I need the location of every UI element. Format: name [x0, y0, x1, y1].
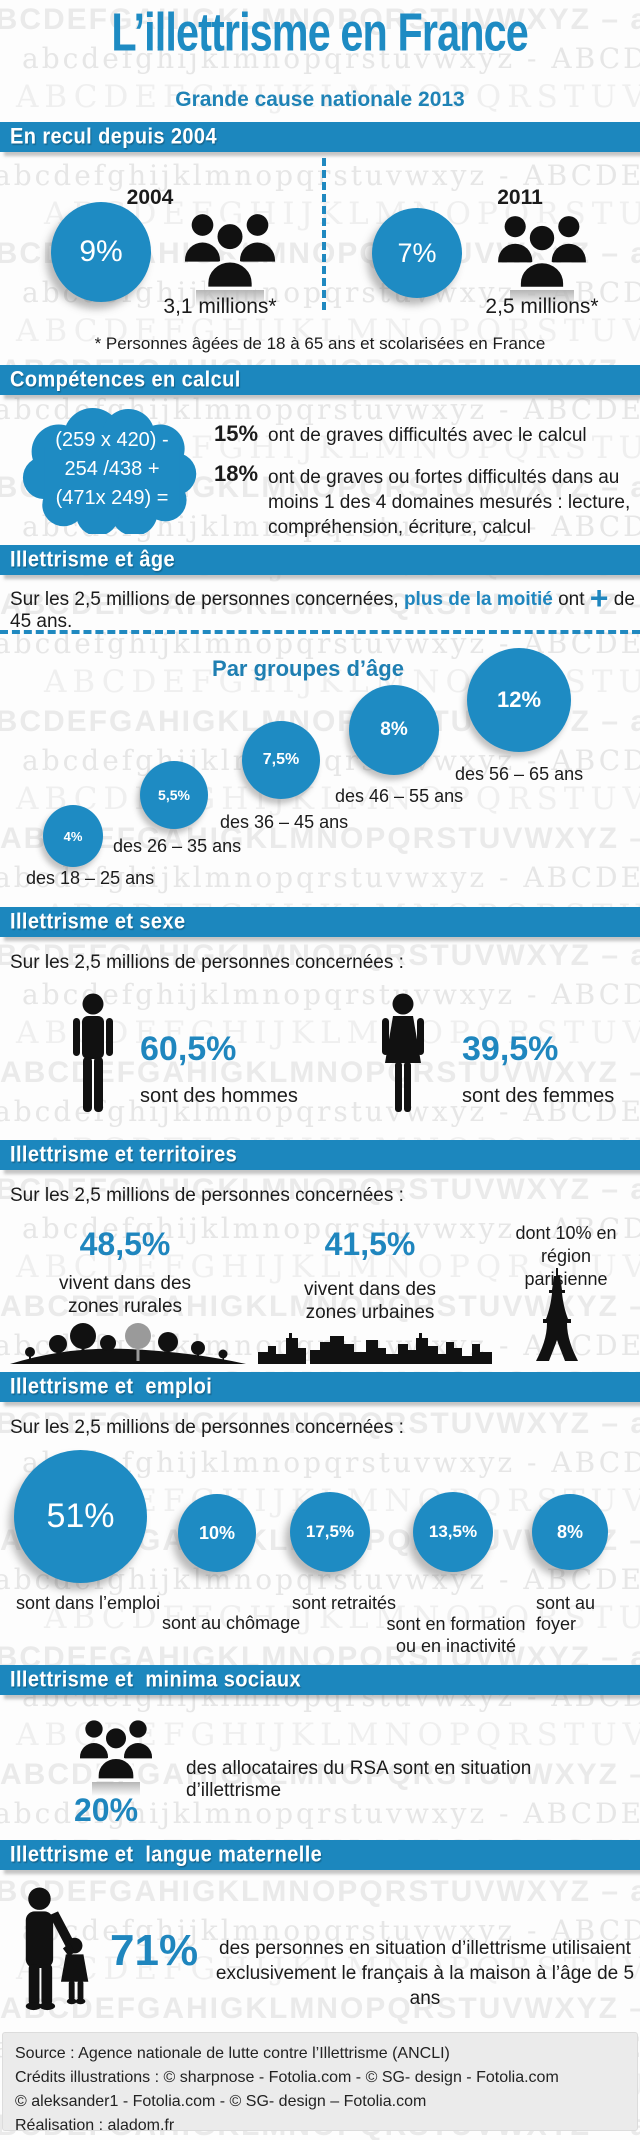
calc-pct-2: 18% — [214, 461, 259, 486]
employment-label-emploi: sont dans l’emploi — [16, 1593, 161, 1613]
icon-reflection — [196, 290, 264, 306]
male-label: sont des hommes — [140, 1085, 298, 1107]
count-2004: 3,1 millions* — [163, 295, 277, 318]
section-header-age: Illettrisme et âge — [0, 545, 640, 575]
age-bubble-36-45: 7,5% — [242, 721, 320, 799]
employment-label-foyer: sont au foyer — [536, 1593, 596, 1634]
welfare-pct: 20% — [74, 1792, 139, 1828]
people-group-icon — [176, 210, 284, 290]
eiffel-tower-icon — [535, 1268, 579, 1364]
calc-cloud-text: (259 x 420) - 254 /438 + (471x 249) = — [55, 429, 169, 509]
age-bubble-46-55: 8% — [349, 685, 439, 775]
footer: Source : Agence nationale de lutte contr… — [2, 2032, 638, 2134]
paris-note: dont 10% en région parisienne — [515, 1223, 617, 1289]
calc-cloud: (259 x 420) - 254 /438 + (471x 249) = — [20, 408, 204, 534]
footer-source: Source : Agence nationale de lutte contr… — [15, 2045, 450, 2062]
page-title: L’illettrisme en France — [111, 1, 529, 62]
page-subtitle: Grande cause nationale 2013 — [175, 88, 465, 111]
footer-realisation: Réalisation : aladom.fr — [15, 2117, 175, 2134]
icon-reflection — [510, 290, 574, 306]
age-label-56-65: des 56 – 65 ans — [455, 764, 584, 784]
age-intro: Sur les 2,5 millions de personnes concer… — [10, 582, 638, 633]
pct-2004-circle: 9% — [51, 202, 151, 302]
gender-intro: Sur les 2,5 millions de personnes concer… — [10, 952, 404, 973]
section-header-language: Illettrisme et langue maternelle — [0, 1840, 640, 1870]
section-header-employment: Illettrisme et emploi — [0, 1372, 640, 1402]
age-bubble-56-65: 12% — [467, 648, 571, 752]
rural-label: vivent dans des zones rurales — [58, 1273, 192, 1317]
male-pct: 60,5% — [140, 1030, 237, 1068]
rural-trees-icon — [8, 1322, 248, 1364]
age-label-46-55: des 46 – 55 ans — [335, 786, 464, 806]
urban-label: vivent dans des zones urbaines — [303, 1279, 437, 1323]
age-intro-suffix: de 45 ans. — [10, 589, 635, 632]
age-label-18-25: des 18 – 25 ans — [26, 868, 155, 888]
footer-credits-2: © aleksander1 - Fotolia.com - © SG- desi… — [15, 2093, 427, 2110]
age-intro-prefix: Sur les 2,5 millions de personnes concer… — [10, 589, 404, 610]
section-header-gender: Illettrisme et sexe — [0, 907, 640, 937]
year-2004-label: 2004 — [126, 186, 174, 209]
plus-icon: + — [589, 580, 609, 616]
calc-text-2: ont de graves ou fortes difficultés dans… — [268, 467, 631, 538]
vertical-dashed-divider — [322, 158, 326, 310]
age-label-26-35: des 26 – 35 ans — [113, 836, 242, 856]
welfare-text: des allocataires du RSA sont en situatio… — [186, 1758, 532, 1801]
employment-circle-foyer: 8% — [532, 1494, 608, 1570]
age-intro-mid: ont — [552, 589, 590, 610]
language-pct: 71% — [110, 1926, 199, 1975]
female-label: sont des femmes — [462, 1085, 615, 1107]
employment-circle-emploi: 51% — [14, 1450, 147, 1583]
calc-text-1: ont de graves difficultés avec le calcul — [268, 425, 587, 446]
employment-circle-formation: 13,5% — [413, 1492, 493, 1572]
section-header-decline: En recul depuis 2004 — [0, 122, 640, 152]
horizontal-dashed-divider — [0, 630, 640, 634]
man-icon — [70, 993, 116, 1117]
age-label-36-45: des 36 – 45 ans — [220, 812, 349, 832]
year-2011-label: 2011 — [497, 186, 543, 209]
decline-footnote: * Personnes âgées de 18 à 65 ans et scol… — [94, 334, 546, 353]
people-group-icon — [76, 1716, 156, 1782]
people-group-icon — [490, 212, 594, 290]
age-bubble-26-35: 5,5% — [140, 761, 208, 829]
language-text: des personnes en situation d’illettrisme… — [215, 1938, 635, 2009]
employment-label-chomage: sont au chômage — [162, 1613, 301, 1633]
employment-label-retraites: sont retraités — [292, 1593, 397, 1613]
age-bubble-18-25: 4% — [43, 805, 103, 867]
pct-2011-circle: 7% — [372, 208, 462, 298]
count-2011: 2,5 millions* — [485, 295, 599, 318]
icon-reflection — [92, 1782, 140, 1796]
age-intro-highlight: plus de la moitié — [403, 589, 553, 610]
urban-skyline-icon — [258, 1330, 492, 1364]
woman-icon — [378, 993, 428, 1117]
territory-intro: Sur les 2,5 millions de personnes concer… — [10, 1185, 404, 1206]
footer-credits-1: Crédits illustrations : © sharpnose - Fo… — [15, 2069, 559, 2086]
employment-intro: Sur les 2,5 millions de personnes concer… — [10, 1417, 404, 1438]
age-chart-title: Par groupes d’âge — [212, 656, 404, 681]
rural-pct: 48,5% — [79, 1226, 171, 1262]
urban-pct: 41,5% — [324, 1226, 416, 1262]
female-pct: 39,5% — [462, 1030, 559, 1068]
employment-label-formation: sont en formation ou en inactivité — [386, 1614, 526, 1656]
section-header-calc: Compétences en calcul — [0, 365, 640, 395]
calc-pct-1: 15% — [214, 421, 259, 446]
employment-circle-chomage: 10% — [178, 1494, 256, 1572]
section-header-welfare: Illettrisme et minima sociaux — [0, 1665, 640, 1695]
employment-circle-retraites: 17,5% — [290, 1492, 370, 1572]
section-header-territory: Illettrisme et territoires — [0, 1140, 640, 1170]
adult-child-icon — [14, 1886, 104, 2013]
